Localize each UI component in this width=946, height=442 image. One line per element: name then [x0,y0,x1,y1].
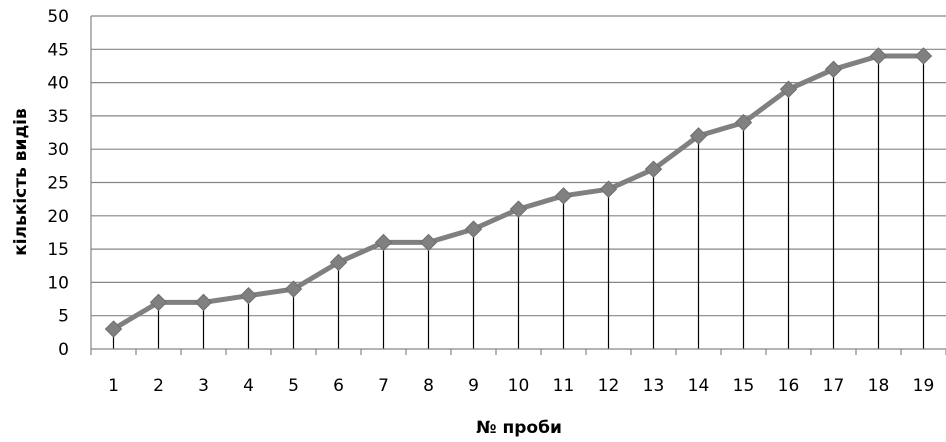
data-point-marker [104,320,123,338]
y-tick-label: 30 [47,140,69,160]
data-point-marker [464,220,483,238]
x-tick-label: 2 [153,376,164,396]
x-tick-label: 13 [643,376,665,396]
data-point-marker [599,180,618,198]
x-tick-label: 17 [823,376,845,396]
data-point-marker [689,127,708,145]
x-tick-label: 12 [598,376,620,396]
x-tick-labels: 1 2 3 4 5 6 7 8 9 10 11 12 13 14 15 16 17 18 19 [108,376,934,396]
data-point-marker [374,233,393,252]
y-tick-label: 0 [58,340,69,360]
data-point-marker [779,80,798,98]
data-point-marker [554,187,573,205]
y-axis-title: кількість видів [11,108,31,256]
x-tick-label: 8 [423,376,434,396]
x-tick-label: 16 [778,376,800,396]
data-point-marker [284,280,303,298]
x-tick-label: 10 [508,376,530,396]
x-tick-label: 15 [733,376,755,396]
data-point-marker [329,253,348,272]
y-tick-label: 20 [47,207,69,227]
data-point-marker [824,60,843,78]
series [104,47,933,338]
x-tick-label: 19 [913,376,935,396]
y-tick-label: 10 [47,273,69,293]
y-tick-label: 45 [47,40,69,60]
gridlines [91,15,946,317]
x-axis-title: № проби [476,418,562,438]
data-point-marker [869,47,888,65]
data-point-marker [419,233,438,252]
data-point-marker [509,200,528,218]
y-tick-label: 40 [47,74,69,94]
y-tick-label: 35 [47,107,69,127]
y-tick-label: 15 [47,240,69,260]
x-tick-label: 7 [378,376,389,396]
y-tick-labels: 0 5 10 15 20 25 30 35 40 45 50 [47,7,69,360]
y-tick-label: 50 [47,7,69,27]
x-tick-label: 3 [198,376,209,396]
x-tick-label: 1 [108,376,119,396]
x-tick-label: 6 [333,376,344,396]
data-point-marker [914,47,933,65]
x-tick-label: 11 [553,376,575,396]
data-point-marker [194,293,213,312]
data-point-marker [644,160,663,178]
data-point-marker [239,287,258,305]
data-point-marker [734,113,753,132]
x-tick-label: 14 [688,376,710,396]
y-tick-label: 25 [47,174,69,194]
x-tick-label: 9 [468,376,479,396]
data-point-marker [149,293,168,312]
x-tick-label: 4 [243,376,254,396]
axes [90,16,946,355]
y-tick-label: 5 [58,307,69,327]
x-tick-label: 18 [868,376,890,396]
x-tick-label: 5 [288,376,299,396]
